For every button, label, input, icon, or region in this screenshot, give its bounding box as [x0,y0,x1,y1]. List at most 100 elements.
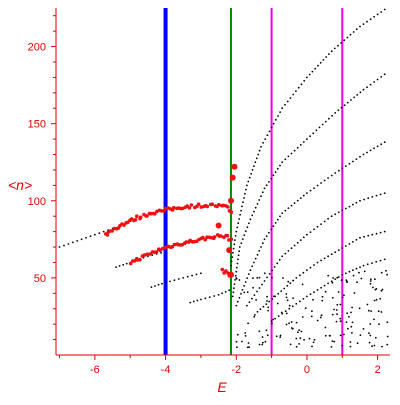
black-point [312,298,314,301]
black-point [356,94,359,96]
black-point [289,97,292,99]
black-point [276,167,279,170]
black-point [275,335,278,338]
black-point [316,184,319,187]
black-point [346,280,348,283]
black-point [350,325,353,328]
black-point [340,279,343,282]
black-point [268,300,271,303]
data-points [58,8,389,349]
black-point [272,122,275,125]
black-point [330,280,333,283]
black-point [247,273,250,275]
black-point [312,341,315,344]
black-point [335,309,338,311]
black-point [309,266,312,269]
black-point [341,209,344,212]
black-point [266,134,269,137]
black-point [366,263,369,266]
black-point [352,241,354,243]
black-point [344,207,347,210]
black-point [264,138,267,141]
black-point [331,313,334,316]
black-point [383,258,386,261]
black-point [276,302,279,305]
red-point [226,205,230,209]
black-point [266,295,268,298]
black-point [333,47,336,50]
black-point [367,234,370,237]
red-point [133,218,138,222]
black-point [85,236,87,239]
black-point [270,177,273,180]
black-point [271,276,273,279]
black-point [258,330,261,333]
black-point [232,247,235,250]
black-point [249,218,252,221]
black-point [277,292,280,295]
black-point [251,169,254,171]
red-point [196,202,201,206]
black-point [343,294,345,297]
black-point [327,274,330,277]
black-point [321,123,324,126]
black-point [247,322,250,325]
black-point [312,132,315,135]
black-point [355,28,358,31]
black-point [373,318,375,321]
black-point [386,321,389,323]
red-point [229,237,234,242]
black-point [337,249,340,252]
red-point [154,250,159,254]
black-point [186,275,189,278]
black-point [263,280,266,282]
black-point [258,250,261,252]
black-point [314,67,317,70]
black-point [324,326,327,329]
black-point [200,272,202,275]
black-point [281,161,284,164]
black-point [277,115,279,117]
black-point [337,44,339,47]
black-point [292,297,294,299]
black-point [380,289,383,292]
black-point [235,304,238,307]
black-point [177,278,180,280]
black-point [160,251,163,254]
black-point [252,277,254,280]
black-point [302,298,305,300]
black-point [259,308,262,311]
red-point [153,212,157,216]
ticks: -6 -4 -2 0 2 50 100 150 200 [28,15,381,376]
black-point [362,328,365,330]
black-point [256,290,258,293]
black-point [327,217,329,220]
black-point [272,174,275,177]
black-point [280,290,283,292]
black-point [233,287,235,290]
black-point [311,70,314,73]
black-point [320,259,322,262]
black-point [253,210,255,213]
black-point [306,269,308,272]
black-point [301,316,304,318]
black-point [249,269,252,272]
black-point [343,104,346,107]
black-point [240,242,243,245]
black-point [243,291,246,294]
black-point [290,321,293,323]
black-point [306,295,308,298]
black-point [309,135,311,138]
black-point [363,235,365,238]
red-highlight-point [215,222,222,229]
black-point [366,86,368,89]
black-point [374,278,376,281]
black-point [367,309,370,312]
black-point [253,315,256,318]
black-point [252,286,255,289]
black-point [240,292,242,295]
black-point [271,269,273,272]
black-point [295,302,298,305]
black-point [352,203,354,206]
black-point [261,343,264,346]
